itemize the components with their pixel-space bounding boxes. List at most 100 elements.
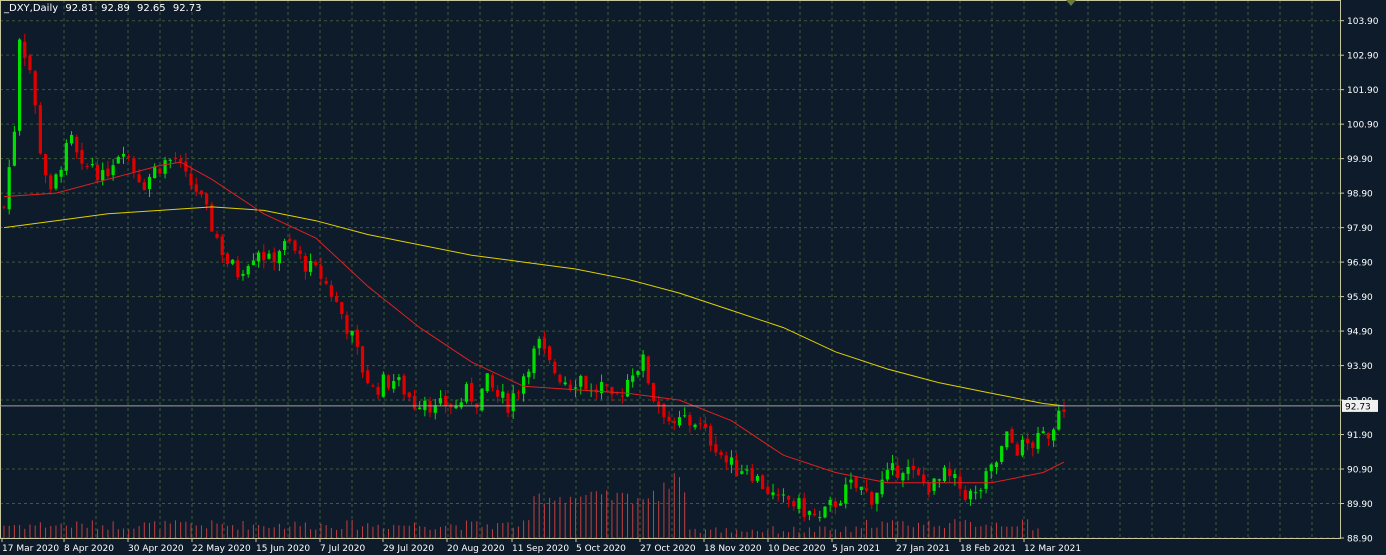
candle-body <box>1010 429 1014 443</box>
candle-body <box>69 134 74 144</box>
candle-body <box>527 371 531 378</box>
candle-body <box>168 159 172 161</box>
candle-body <box>870 492 874 505</box>
candle-body <box>563 382 567 385</box>
candle-body <box>215 233 219 238</box>
y-tick-label: 100.90 <box>1347 121 1379 131</box>
x-tick-label: 5 Oct 2020 <box>576 544 626 554</box>
x-tick-label: 20 Aug 2020 <box>447 544 505 554</box>
candle-body <box>153 166 157 179</box>
candle-body <box>771 492 775 496</box>
candle-body <box>901 473 905 481</box>
candle-body <box>293 240 297 251</box>
candle-body <box>927 482 931 493</box>
candle-body <box>812 513 817 516</box>
candle-body <box>282 241 287 251</box>
candle-body <box>875 492 879 504</box>
ohlc-close: 92.73 <box>172 3 202 14</box>
candle-body <box>7 167 11 210</box>
volume-layer <box>3 473 1039 538</box>
candle-body <box>838 503 843 506</box>
candle-body <box>345 315 349 334</box>
shift-marker <box>1066 0 1076 6</box>
y-tick-label: 102.90 <box>1347 52 1379 62</box>
candle-body <box>953 474 957 479</box>
candle-body <box>672 421 676 424</box>
candle-body <box>189 173 193 186</box>
candle-body <box>797 498 801 509</box>
x-tick-label: 29 Jul 2020 <box>383 544 434 554</box>
plot-border <box>0 0 1341 539</box>
candle-body <box>984 471 988 489</box>
candle-body <box>381 374 385 397</box>
candle-body <box>968 490 973 500</box>
candle-body <box>225 253 230 265</box>
candle-body <box>651 382 656 401</box>
candle-body <box>719 451 723 455</box>
candle-body <box>272 252 276 263</box>
candle-body <box>558 374 562 383</box>
candle-body <box>459 402 463 408</box>
candle-body <box>828 499 832 505</box>
x-tick-label: 8 Apr 2020 <box>64 544 114 554</box>
candle-body <box>116 156 120 164</box>
candle-body <box>111 165 115 176</box>
candle-body <box>532 348 536 374</box>
candle-body <box>132 158 136 172</box>
candle-body <box>755 476 760 481</box>
candle-body <box>657 401 661 407</box>
candle-body <box>267 253 271 259</box>
candle-body <box>444 396 448 406</box>
candle-body <box>386 375 391 388</box>
x-tick-label: 17 Mar 2020 <box>2 544 59 554</box>
candle-body <box>28 55 32 71</box>
moving-average-fast <box>3 161 1065 484</box>
x-tick-label: 18 Nov 2020 <box>704 544 762 554</box>
candle-body <box>277 251 281 264</box>
candle-body <box>12 131 16 166</box>
x-tick-label: 5 Jan 2021 <box>832 544 880 554</box>
x-tick-label: 27 Jan 2021 <box>896 544 950 554</box>
candle-body <box>948 468 952 476</box>
candle-body <box>792 501 796 507</box>
candle-body <box>885 469 889 480</box>
candle-body <box>334 295 339 302</box>
candle-body <box>121 153 126 157</box>
candle-body <box>236 260 240 278</box>
candle-body <box>371 385 375 387</box>
candle-body <box>163 160 167 174</box>
candle-body <box>994 462 999 468</box>
candle-body <box>522 376 526 394</box>
candle-body <box>1000 446 1004 463</box>
candle-body <box>537 338 541 349</box>
candle-body <box>496 390 500 397</box>
candle-body <box>573 387 578 389</box>
y-tick-label: 98.90 <box>1347 190 1373 200</box>
x-tick-label: 27 Oct 2020 <box>640 544 696 554</box>
candle-body <box>158 168 162 174</box>
candle-body <box>54 174 58 189</box>
ma-layer <box>3 161 1065 484</box>
candle-body <box>1041 431 1045 434</box>
candle-body <box>340 302 344 315</box>
candle-body <box>418 407 422 409</box>
candle-body <box>787 495 791 500</box>
y-tick-label: 94.90 <box>1347 328 1373 338</box>
candle-body <box>631 375 635 382</box>
candle-body <box>677 417 682 426</box>
candle-body <box>1031 442 1035 448</box>
candle-body <box>402 375 406 395</box>
candle-body <box>485 373 489 392</box>
x-tick-label: 15 Jun 2020 <box>256 544 310 554</box>
candle-body <box>49 175 53 190</box>
candle-body <box>490 375 495 388</box>
candle-body <box>802 498 806 518</box>
symbol-label: _DXY <box>4 3 30 14</box>
y-tick-label: 91.90 <box>1347 431 1373 441</box>
candle-body <box>17 39 22 131</box>
candle-body <box>911 465 915 471</box>
y-tick-label: 103.90 <box>1347 17 1379 27</box>
